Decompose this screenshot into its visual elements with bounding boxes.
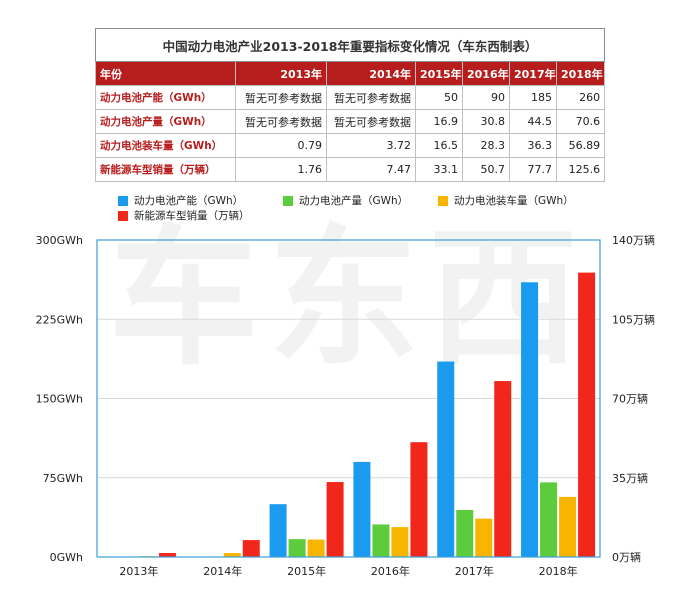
legend-item: 动力电池产量（GWh） <box>283 193 408 208</box>
bar <box>559 496 577 557</box>
legend-swatch <box>438 195 448 206</box>
header-cell: 2015年 <box>415 61 463 86</box>
table-cell: 暂无可参考数据 <box>326 85 416 110</box>
table-cell: 30.8 <box>462 109 510 134</box>
bar <box>410 442 428 557</box>
legend-label: 新能源车型销量（万辆） <box>134 210 250 222</box>
header-cell: 2018年 <box>555 61 606 86</box>
table-row: 动力电池产量（GWh） 暂无可参考数据 暂无可参考数据 16.9 30.8 44… <box>95 109 606 134</box>
table-cell: 77.7 <box>509 157 557 182</box>
table-cell: 16.5 <box>415 133 463 158</box>
row-label: 动力电池产能（GWh） <box>95 85 236 110</box>
left-axis-ticks: 0GWh 75GWh 150GWh 225GWh 300GWh <box>36 234 83 564</box>
indicator-table: 中国动力电池产业2013-2018年重要指标变化情况（车东西制表） 年份 201… <box>94 28 606 182</box>
bar <box>578 272 596 557</box>
watermark-text: 车东西 <box>108 212 588 386</box>
bar <box>242 540 260 557</box>
table-cell: 16.9 <box>415 109 463 134</box>
x-tick-label: 2014年 <box>203 564 242 578</box>
left-tick-label: 300GWh <box>36 234 83 247</box>
table-cell: 125.6 <box>555 157 606 182</box>
table-cell: 7.47 <box>326 157 416 182</box>
legend-label: 动力电池装车量（GWh） <box>454 195 574 207</box>
table-cell: 36.3 <box>509 133 557 158</box>
chart-bars <box>139 272 596 557</box>
chart-grid <box>97 318 600 479</box>
table-cell: 暂无可参考数据 <box>235 109 327 134</box>
legend-swatch <box>118 195 128 206</box>
legend-item: 动力电池装车量（GWh） <box>438 193 574 208</box>
table-header-row: 年份 2013年 2014年 2015年 2016年 2017年 2018年 <box>95 61 606 86</box>
data-table-container: 中国动力电池产业2013-2018年重要指标变化情况（车东西制表） 年份 201… <box>94 28 606 182</box>
x-axis-labels: 2013年 2014年 2015年 2016年 2017年 2018年 <box>119 564 577 578</box>
legend-label: 动力电池产量（GWh） <box>299 195 409 207</box>
legend-item: 动力电池产能（GWh） <box>118 193 243 208</box>
x-tick-label: 2016年 <box>371 564 410 578</box>
x-tick-label: 2018年 <box>539 564 578 578</box>
header-cell: 2017年 <box>509 61 557 86</box>
bar <box>437 361 455 557</box>
header-cell: 2016年 <box>462 61 510 86</box>
left-tick-label: 150GWh <box>36 393 83 406</box>
right-axis-ticks: 0万辆 35万辆 70万辆 105万辆 140万辆 <box>612 233 655 564</box>
right-tick-label: 105万辆 <box>612 312 655 326</box>
legend-label: 动力电池产能（GWh） <box>134 195 244 207</box>
bar <box>223 553 241 557</box>
legend-swatch <box>283 195 293 206</box>
bar <box>391 527 409 557</box>
bar <box>456 509 474 557</box>
left-tick-label: 75GWh <box>43 472 83 485</box>
table-cell: 1.76 <box>235 157 327 182</box>
x-tick-label: 2015年 <box>287 564 326 578</box>
table-cell: 暂无可参考数据 <box>235 85 327 110</box>
left-tick-label: 225GWh <box>36 313 83 326</box>
bar <box>475 518 493 557</box>
table-row: 新能源车型销量（万辆） 1.76 7.47 33.1 50.7 77.7 125… <box>95 157 606 182</box>
table-cell: 260 <box>555 85 606 110</box>
right-tick-label: 0万辆 <box>612 550 641 564</box>
header-cell: 年份 <box>95 61 236 86</box>
bar <box>540 482 558 557</box>
table-cell: 3.72 <box>326 133 416 158</box>
bar <box>158 553 176 557</box>
table-cell: 90 <box>462 85 510 110</box>
right-tick-label: 70万辆 <box>612 392 648 406</box>
x-tick-label: 2017年 <box>455 564 494 578</box>
left-tick-label: 0GWh <box>50 551 83 564</box>
bar <box>326 482 344 557</box>
bar <box>307 539 325 557</box>
table-cell: 0.79 <box>235 133 327 158</box>
row-label: 新能源车型销量（万辆） <box>95 157 236 182</box>
header-cell: 2013年 <box>235 61 327 86</box>
legend-swatch <box>118 210 128 221</box>
table-row: 动力电池产能（GWh） 暂无可参考数据 暂无可参考数据 50 90 185 26… <box>95 85 606 110</box>
bar <box>521 282 539 557</box>
watermark: 车东西 <box>108 212 588 386</box>
bar <box>288 539 306 557</box>
table-title: 中国动力电池产业2013-2018年重要指标变化情况（车东西制表） <box>94 28 606 62</box>
x-tick-label: 2013年 <box>119 564 158 578</box>
table-cell: 185 <box>509 85 557 110</box>
header-cell: 2014年 <box>326 61 416 86</box>
table-cell: 50.7 <box>462 157 510 182</box>
right-tick-label: 140万辆 <box>612 233 655 247</box>
bar <box>494 381 512 557</box>
bar <box>353 461 371 557</box>
right-tick-label: 35万辆 <box>612 471 648 485</box>
bar <box>269 504 287 557</box>
bar <box>372 524 390 557</box>
legend-item: 新能源车型销量（万辆） <box>118 208 250 223</box>
plot-border <box>96 239 601 558</box>
